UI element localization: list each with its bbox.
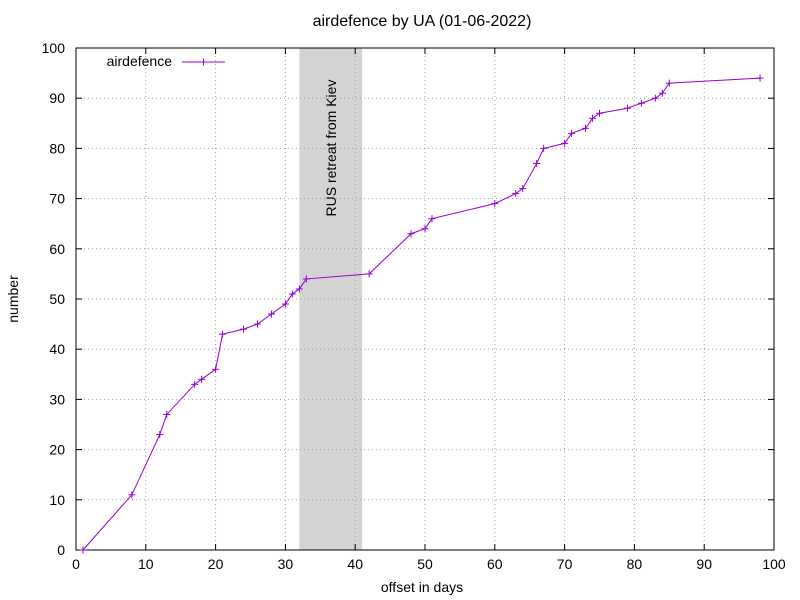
data-point-2 <box>156 431 164 439</box>
data-point-15 <box>365 270 373 278</box>
x-axis-label: offset in days <box>381 579 463 595</box>
y-tick-label-10: 10 <box>49 492 65 508</box>
data-point-9 <box>253 320 261 328</box>
data-point-17 <box>421 225 429 233</box>
legend-marker-plus <box>200 58 207 66</box>
data-point-16 <box>407 230 415 238</box>
data-point-30 <box>637 99 645 107</box>
grid-layer <box>76 48 774 550</box>
legend-label: airdefence <box>107 53 173 69</box>
y-tick-label-30: 30 <box>49 391 65 407</box>
x-tick-label-0: 0 <box>72 556 80 572</box>
data-point-12 <box>288 290 296 298</box>
data-point-22 <box>533 159 541 167</box>
data-point-21 <box>519 185 527 193</box>
data-point-18 <box>428 215 436 223</box>
data-point-10 <box>267 310 275 318</box>
data-point-32 <box>658 89 666 97</box>
data-point-23 <box>540 144 548 152</box>
x-tick-label-70: 70 <box>557 556 573 572</box>
x-tick-label-10: 10 <box>138 556 154 572</box>
y-tick-label-0: 0 <box>57 542 65 558</box>
chart-title: airdefence by UA (01-06-2022) <box>313 13 532 30</box>
data-point-6 <box>212 365 220 373</box>
data-point-14 <box>302 275 310 283</box>
data-point-0 <box>79 546 87 554</box>
data-point-20 <box>512 190 520 198</box>
data-point-33 <box>665 79 673 87</box>
data-point-27 <box>589 114 597 122</box>
data-point-26 <box>582 124 590 132</box>
x-tick-label-20: 20 <box>208 556 224 572</box>
annotation-band-layer <box>299 48 363 550</box>
data-point-19 <box>491 200 499 208</box>
x-tick-label-40: 40 <box>347 556 363 572</box>
tick-layer: 0 10 20 30 40 50 60 70 80 90 100 0 10 20 30 40 50 60 70 80 9… <box>42 40 786 572</box>
y-axis-label: number <box>5 275 21 323</box>
data-point-3 <box>163 410 171 418</box>
y-tick-label-20: 20 <box>49 442 65 458</box>
y-tick-label-70: 70 <box>49 191 65 207</box>
data-point-13 <box>295 285 303 293</box>
shaded-band-0 <box>299 48 363 550</box>
band-annotation-label: RUS retreat from Kiev <box>323 80 339 217</box>
data-point-4 <box>191 380 199 388</box>
data-point-31 <box>651 94 659 102</box>
x-tick-label-50: 50 <box>417 556 433 572</box>
y-tick-label-90: 90 <box>49 90 65 106</box>
series-layer <box>79 74 764 554</box>
data-point-8 <box>240 325 248 333</box>
y-tick-label-100: 100 <box>42 40 66 56</box>
data-point-28 <box>596 109 603 117</box>
data-point-11 <box>281 300 289 308</box>
data-point-29 <box>623 104 631 112</box>
x-tick-label-60: 60 <box>487 556 503 572</box>
data-point-34 <box>756 74 764 82</box>
data-point-25 <box>568 129 576 137</box>
y-tick-label-60: 60 <box>49 241 65 257</box>
data-point-5 <box>198 375 206 383</box>
annotation-text-layer: RUS retreat from Kiev <box>323 80 339 217</box>
y-tick-label-40: 40 <box>49 341 65 357</box>
data-point-7 <box>219 330 227 338</box>
y-tick-label-50: 50 <box>49 291 65 307</box>
y-tick-label-80: 80 <box>49 140 65 156</box>
legend-marker <box>200 58 207 66</box>
legend: airdefence <box>107 53 225 69</box>
x-tick-label-30: 30 <box>278 556 294 572</box>
x-tick-label-90: 90 <box>696 556 712 572</box>
data-point-24 <box>561 139 569 147</box>
data-point-1 <box>128 491 136 499</box>
x-tick-label-100: 100 <box>762 556 786 572</box>
x-tick-label-80: 80 <box>627 556 643 572</box>
